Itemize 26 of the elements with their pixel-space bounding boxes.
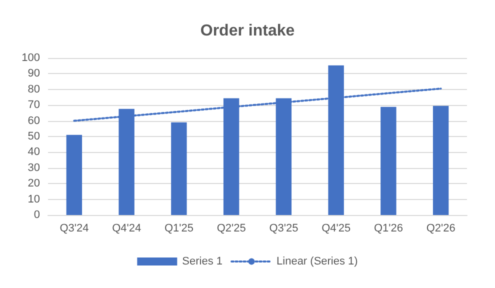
y-tick-label: 10 xyxy=(28,193,40,206)
x-tick-label: Q1'26 xyxy=(374,222,403,234)
bar xyxy=(432,106,449,215)
y-tick-label: 100 xyxy=(22,52,40,64)
x-tick-label: Q2'25 xyxy=(216,222,246,234)
y-tick-label: 0 xyxy=(34,209,40,221)
y-tick-label: 80 xyxy=(28,83,40,96)
y-tick-label: 90 xyxy=(28,68,40,80)
x-tick-label: Q4'25 xyxy=(322,222,351,234)
y-tick-label: 20 xyxy=(28,178,40,190)
x-tick-label: Q4'24 xyxy=(112,222,142,234)
x-tick-label: Q1'25 xyxy=(164,222,194,234)
y-tick-label: 30 xyxy=(28,162,40,174)
legend-label: Series 1 xyxy=(182,256,223,268)
bar xyxy=(380,106,396,215)
x-tick-label: Q2'26 xyxy=(426,222,456,234)
chart-title: Order intake xyxy=(200,22,295,40)
y-tick-label: 50 xyxy=(28,130,40,142)
y-tick-label: 60 xyxy=(28,114,40,127)
legend-label: Linear (Series 1) xyxy=(276,256,358,268)
y-tick-label: 40 xyxy=(28,146,40,158)
bar xyxy=(66,134,82,215)
bar xyxy=(171,122,187,215)
x-tick-label: Q3'24 xyxy=(60,222,89,234)
y-tick-label: 70 xyxy=(28,99,40,112)
x-tick-label: Q3'25 xyxy=(269,222,298,234)
